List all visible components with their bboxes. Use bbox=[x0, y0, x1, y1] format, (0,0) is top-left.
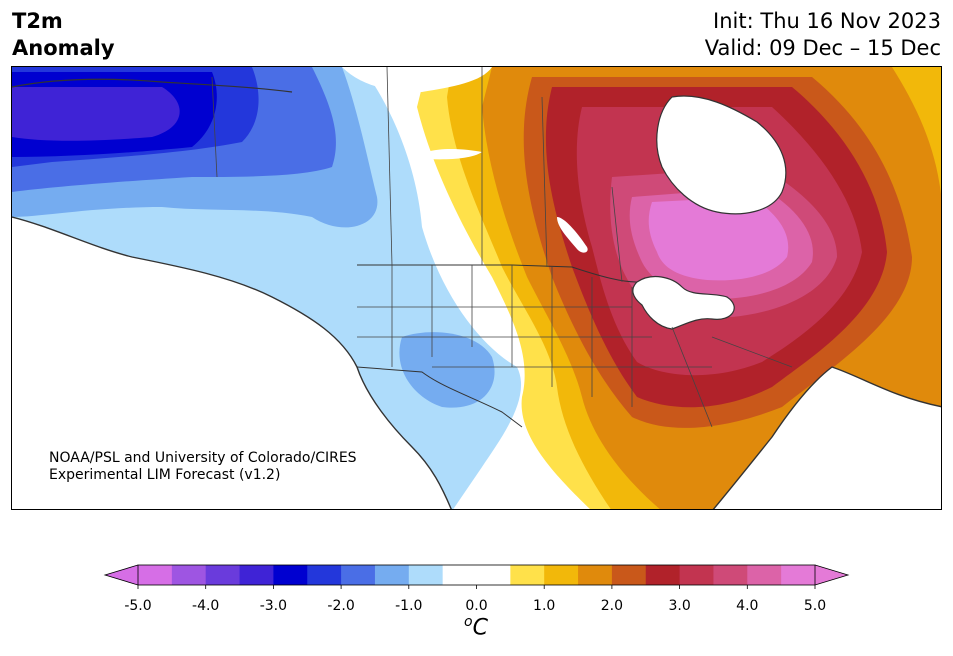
arctic-ocean bbox=[342, 67, 492, 92]
init-date: Init: Thu 16 Nov 2023 bbox=[713, 9, 941, 33]
colorbar-tick-label: 3.0 bbox=[668, 598, 691, 614]
colorbar-swatch bbox=[138, 565, 173, 585]
map-canvas bbox=[12, 67, 941, 509]
pacific-coastline bbox=[12, 216, 452, 509]
colorbar-units: oC bbox=[464, 614, 488, 641]
colorbar-swatch bbox=[273, 565, 308, 585]
cold-band-2-sw bbox=[399, 332, 495, 408]
colorbar-tick-label: 4.0 bbox=[736, 598, 759, 614]
credit-text: NOAA/PSL and University of Colorado/CIRE… bbox=[49, 450, 357, 484]
colorbar-swatch bbox=[476, 565, 511, 585]
colorbar-swatch bbox=[679, 565, 714, 585]
colorbar-tick-label: -4.0 bbox=[192, 598, 220, 614]
title-line-2: Anomaly bbox=[12, 36, 115, 60]
colorbar-swatch bbox=[645, 565, 681, 585]
colorbar-extend-low bbox=[105, 565, 138, 585]
title-line-1: T2m bbox=[12, 9, 63, 33]
colorbar-swatch bbox=[374, 565, 410, 585]
valid-range: Valid: 09 Dec – 15 Dec bbox=[704, 36, 941, 60]
colorbar-swatch bbox=[171, 565, 207, 585]
great-slave-lake bbox=[427, 148, 482, 160]
colorbar-swatch bbox=[510, 565, 545, 585]
us-canada-border bbox=[357, 264, 638, 283]
canada-province-lines bbox=[211, 67, 623, 283]
colorbar-swatch bbox=[205, 565, 241, 585]
hudson-bay bbox=[656, 95, 787, 215]
us-mexico-border bbox=[356, 366, 523, 428]
credit-line-1: NOAA/PSL and University of Colorado/CIRE… bbox=[49, 450, 357, 466]
lake-winnipeg bbox=[557, 217, 588, 253]
map-title: T2m Anomaly bbox=[12, 8, 115, 62]
colorbar-swatch bbox=[239, 565, 274, 585]
colorbar-swatch bbox=[341, 565, 376, 585]
atlantic-coastline bbox=[712, 366, 941, 509]
atlantic-ocean bbox=[713, 367, 941, 509]
colorbar-swatch bbox=[307, 565, 342, 585]
colorbar-extend-high bbox=[815, 565, 848, 585]
colorbar-swatch bbox=[611, 565, 647, 585]
colorbar-swatch bbox=[713, 565, 748, 585]
colorbar-swatch bbox=[747, 565, 782, 585]
colorbar-swatch bbox=[408, 565, 444, 585]
anomaly-map bbox=[11, 66, 942, 510]
colorbar bbox=[103, 564, 850, 589]
warm-band-9 bbox=[648, 197, 789, 281]
state-lines bbox=[357, 265, 793, 428]
pacific-ocean bbox=[12, 217, 452, 509]
colorbar-swatch bbox=[544, 565, 579, 585]
alaska-coast bbox=[12, 78, 293, 93]
great-lakes bbox=[632, 275, 735, 330]
colorbar-tick-label: 1.0 bbox=[533, 598, 556, 614]
colorbar-tick-label: -5.0 bbox=[124, 598, 152, 614]
colorbar-tick-label: 5.0 bbox=[803, 598, 827, 614]
colorbar-tick-label: -2.0 bbox=[327, 598, 355, 614]
colorbar-tick-label: -3.0 bbox=[259, 598, 288, 614]
colorbar-swatch bbox=[578, 565, 613, 585]
credit-line-2: Experimental LIM Forecast (v1.2) bbox=[49, 467, 281, 483]
date-info: Init: Thu 16 Nov 2023 Valid: 09 Dec – 15… bbox=[705, 8, 941, 62]
colorbar-tick-label: -1.0 bbox=[395, 598, 423, 614]
colorbar-tick-label: 2.0 bbox=[600, 598, 624, 614]
colorbar-swatch bbox=[781, 565, 816, 585]
colorbar-tick-label: 0.0 bbox=[465, 598, 488, 614]
cold-band-6 bbox=[12, 87, 180, 141]
colorbar-swatch bbox=[442, 565, 477, 585]
